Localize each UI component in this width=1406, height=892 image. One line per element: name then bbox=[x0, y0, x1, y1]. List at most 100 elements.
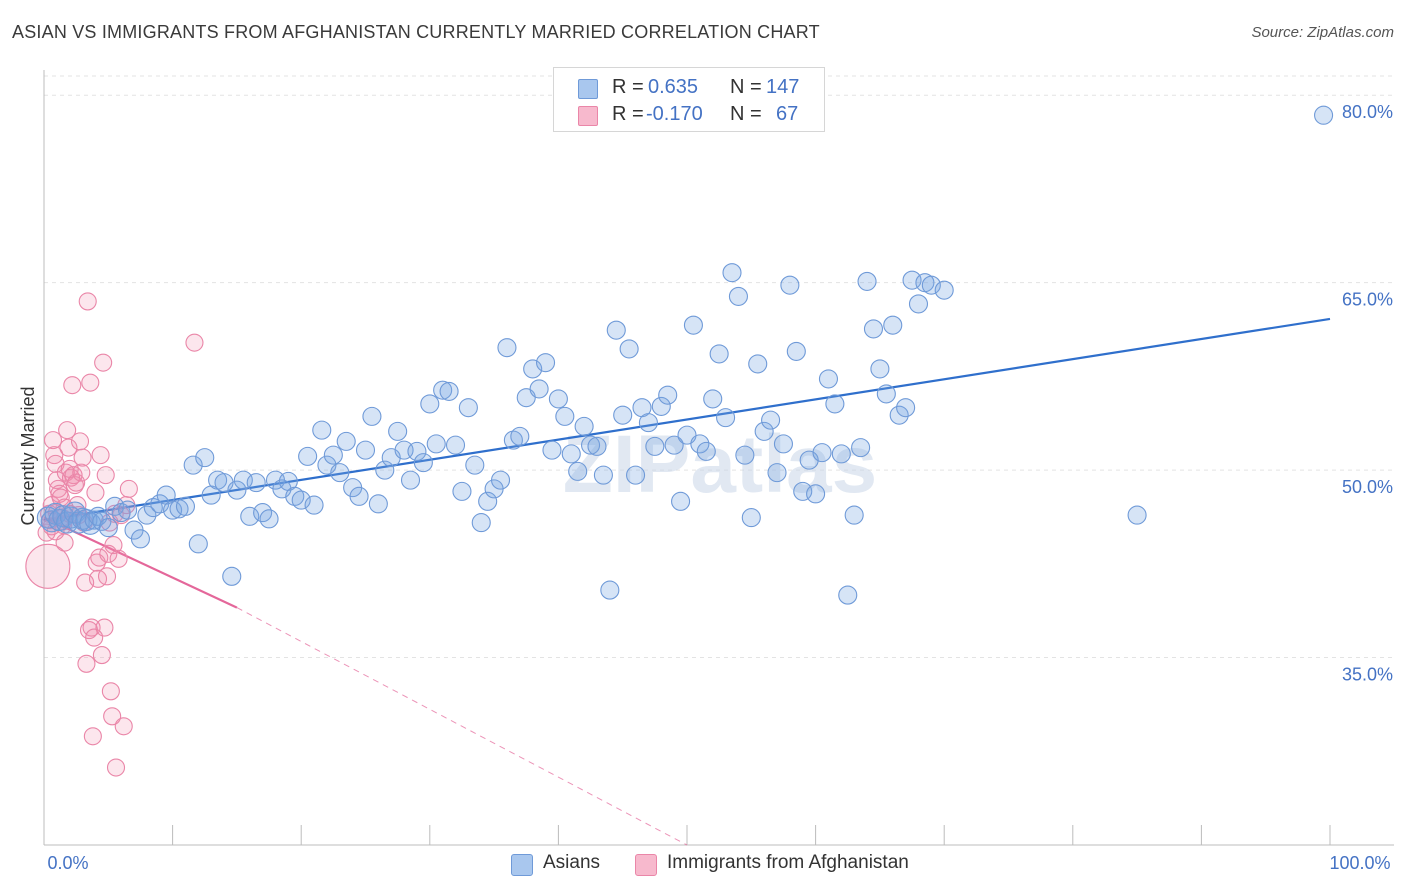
afghan-point bbox=[67, 473, 86, 492]
asian-point bbox=[426, 434, 446, 454]
asian-point bbox=[921, 275, 941, 295]
afghan-legend-icon bbox=[635, 854, 657, 876]
afghan-point bbox=[185, 333, 204, 352]
asian-point bbox=[863, 319, 884, 339]
y-tick-label: 35.0% bbox=[1342, 665, 1393, 685]
asian-point bbox=[703, 389, 723, 409]
grid-layer bbox=[44, 75, 1394, 659]
afghan-point bbox=[94, 353, 113, 372]
asian-point bbox=[767, 463, 787, 483]
asian-points bbox=[36, 105, 1334, 605]
chart-title: ASIAN VS IMMIGRANTS FROM AFGHANISTAN CUR… bbox=[12, 22, 820, 42]
stats-row-asians: R = 0.635 N = 147 bbox=[554, 74, 824, 102]
afghan-point bbox=[99, 544, 118, 563]
n-value: 67 bbox=[776, 103, 799, 125]
asian-point bbox=[175, 496, 196, 516]
asian-point bbox=[908, 294, 929, 314]
afghan-swatch-icon bbox=[578, 106, 598, 126]
asian-point bbox=[490, 470, 511, 490]
asian-point bbox=[323, 445, 343, 465]
asian-point bbox=[1314, 105, 1334, 125]
asian-point bbox=[420, 394, 440, 414]
asian-point bbox=[548, 389, 568, 409]
asian-point bbox=[626, 465, 646, 485]
asian-point bbox=[851, 438, 871, 458]
asian-point bbox=[188, 534, 208, 554]
asian-point bbox=[896, 398, 916, 418]
asian-point bbox=[889, 405, 909, 425]
afghan-point bbox=[92, 646, 111, 665]
asian-point bbox=[838, 585, 858, 605]
asian-point bbox=[497, 338, 517, 358]
asian-point bbox=[375, 460, 395, 480]
asian-point bbox=[118, 500, 138, 520]
x-tick-label: 0.0% bbox=[47, 853, 88, 873]
afghan-point bbox=[91, 446, 110, 465]
afghan-point bbox=[63, 376, 82, 395]
asian-point bbox=[709, 344, 729, 364]
r-label: R = bbox=[612, 103, 644, 125]
asian-point bbox=[780, 275, 800, 295]
afghan-point bbox=[81, 373, 100, 392]
afghan-point bbox=[104, 536, 123, 555]
asian-point bbox=[195, 448, 215, 468]
afghan-point bbox=[73, 448, 92, 467]
asian-point bbox=[716, 408, 736, 428]
asian-point bbox=[336, 431, 356, 451]
asian-point bbox=[735, 445, 755, 465]
asian-point bbox=[529, 379, 549, 399]
y-tick-label: 80.0% bbox=[1342, 102, 1393, 122]
asian-point bbox=[761, 410, 781, 430]
asian-point bbox=[934, 280, 954, 300]
asian-point bbox=[580, 435, 601, 455]
afghan-point bbox=[59, 438, 78, 457]
afghan-point bbox=[78, 292, 97, 311]
y-tick-label: 65.0% bbox=[1342, 290, 1393, 310]
asian-point bbox=[555, 406, 575, 426]
r-value: 0.635 bbox=[648, 76, 699, 98]
asian-point bbox=[587, 436, 607, 456]
asian-point bbox=[298, 446, 318, 466]
asian-point bbox=[163, 500, 183, 520]
asian-point bbox=[696, 441, 716, 461]
x-tick-label: 100.0% bbox=[1329, 853, 1390, 873]
asian-point bbox=[183, 455, 203, 475]
stats-row-afghan: R = -0.170 N = 67 bbox=[554, 101, 824, 129]
asian-point bbox=[471, 513, 491, 533]
asian-point bbox=[613, 405, 633, 425]
asian-point bbox=[857, 271, 877, 291]
afghan-point bbox=[95, 618, 114, 637]
asian-point bbox=[619, 339, 639, 359]
asian-point bbox=[748, 354, 768, 374]
asian-point bbox=[876, 384, 896, 404]
y-axis-label: Currently Married bbox=[18, 386, 38, 525]
afghan-point bbox=[43, 431, 63, 450]
asian-point bbox=[542, 440, 562, 460]
asian-point bbox=[304, 495, 324, 515]
afghan-trendline-extension bbox=[236, 607, 688, 846]
r-label: R = bbox=[612, 76, 644, 98]
tick-label-layer: 35.0% 50.0% 65.0% 80.0% 0.0% 100.0% bbox=[47, 102, 1393, 873]
asian-point bbox=[478, 491, 498, 511]
asian-point bbox=[773, 434, 794, 454]
axis-layer bbox=[43, 70, 1394, 846]
legend-label-afghan: Immigrants from Afghanistan bbox=[667, 852, 909, 873]
asian-point bbox=[355, 440, 376, 460]
asian-point bbox=[683, 315, 703, 335]
asian-point bbox=[259, 509, 279, 529]
asian-point bbox=[593, 465, 613, 485]
asian-point bbox=[870, 359, 890, 379]
asian-point bbox=[1127, 505, 1147, 525]
asian-point bbox=[240, 506, 260, 526]
source-label: Source: ZipAtlas.com bbox=[1251, 24, 1394, 41]
asian-point bbox=[137, 505, 157, 525]
asian-point bbox=[664, 435, 684, 455]
r-value: -0.170 bbox=[646, 103, 703, 125]
asian-point bbox=[98, 518, 118, 538]
afghan-point bbox=[96, 466, 115, 485]
asian-point bbox=[645, 436, 665, 456]
legend-label-asians: Asians bbox=[543, 852, 601, 873]
asian-point bbox=[439, 381, 459, 401]
afghan-point bbox=[106, 758, 126, 777]
